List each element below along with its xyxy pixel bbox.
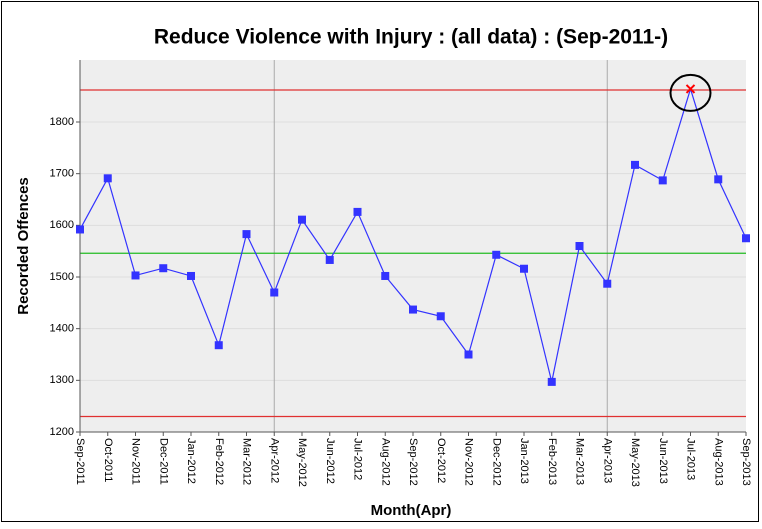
point (76, 225, 84, 234)
point (492, 250, 501, 259)
x-tick-label: Dec-2012 (490, 438, 502, 486)
point (409, 305, 417, 314)
point (159, 264, 168, 273)
point (520, 264, 528, 273)
x-tick-label: Jan-2013 (518, 438, 530, 484)
x-tick-label: Sep-2012 (407, 438, 419, 486)
x-tick-label: Jun-2013 (657, 438, 669, 484)
chart-title: Reduce Violence with Injury : (all data)… (154, 26, 668, 49)
point (742, 234, 750, 243)
x-tick-label: Jul-2013 (685, 438, 697, 480)
point (242, 230, 251, 239)
point (270, 288, 279, 297)
x-tick-label: Feb-2012 (213, 438, 225, 485)
x-tick-label: Sep-2013 (740, 438, 752, 486)
x-tick-label: Mar-2012 (241, 438, 253, 485)
point (464, 350, 473, 359)
point (631, 160, 639, 169)
point (547, 377, 556, 386)
highlight-point (685, 84, 696, 94)
point (381, 271, 390, 280)
x-tick-label: Dec-2011 (157, 438, 169, 485)
point (298, 215, 306, 224)
x-tick-label: Jul-2012 (352, 438, 364, 480)
x-tick-label: May-2013 (629, 438, 641, 487)
x-tick-label: Aug-2012 (379, 438, 391, 486)
point (575, 242, 584, 250)
point (131, 271, 140, 280)
x-tick-label: Feb-2013 (546, 438, 558, 485)
x-tick-label: Oct-2011 (102, 438, 114, 482)
point (103, 174, 112, 183)
point (187, 271, 195, 280)
x-tick-label: Apr-2012 (268, 438, 280, 483)
x-tick-label: Oct-2012 (435, 438, 447, 483)
x-tick-label: Apr-2013 (601, 438, 613, 483)
y-tick-label: 1200 (50, 426, 74, 438)
x-tick-label: Nov-2011 (130, 438, 142, 485)
x-tick-label: Jun-2012 (324, 438, 336, 484)
point (436, 312, 445, 321)
point (603, 279, 612, 288)
point (214, 341, 223, 350)
y-tick-label: 1400 (50, 323, 74, 335)
point (714, 175, 723, 184)
y-tick-label: 1800 (50, 116, 74, 128)
plot-area (80, 60, 746, 432)
point (658, 176, 667, 185)
y-tick-label: 1600 (50, 219, 74, 231)
y-tick-label: 1500 (50, 271, 74, 283)
y-axis-label: Recorded Offences (15, 177, 32, 315)
highlight-circle (669, 73, 712, 112)
x-tick-label: Sep-2011 (74, 438, 86, 485)
x-axis-label: Month(Apr) (371, 502, 452, 519)
x-tick-label: Jan-2012 (185, 438, 197, 484)
point (353, 207, 362, 216)
x-tick-label: May-2012 (296, 438, 308, 487)
y-tick-label: 1700 (50, 168, 74, 180)
y-tick-label: 1300 (50, 374, 74, 386)
point (325, 255, 334, 264)
x-tick-label: Aug-2013 (712, 438, 724, 486)
x-tick-label: Nov-2012 (463, 438, 475, 486)
x-tick-label: Mar-2013 (574, 438, 586, 485)
